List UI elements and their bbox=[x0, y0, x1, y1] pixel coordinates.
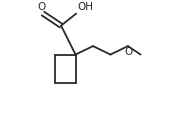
Text: O: O bbox=[124, 47, 133, 57]
Text: O: O bbox=[38, 2, 46, 12]
Text: OH: OH bbox=[77, 2, 93, 12]
